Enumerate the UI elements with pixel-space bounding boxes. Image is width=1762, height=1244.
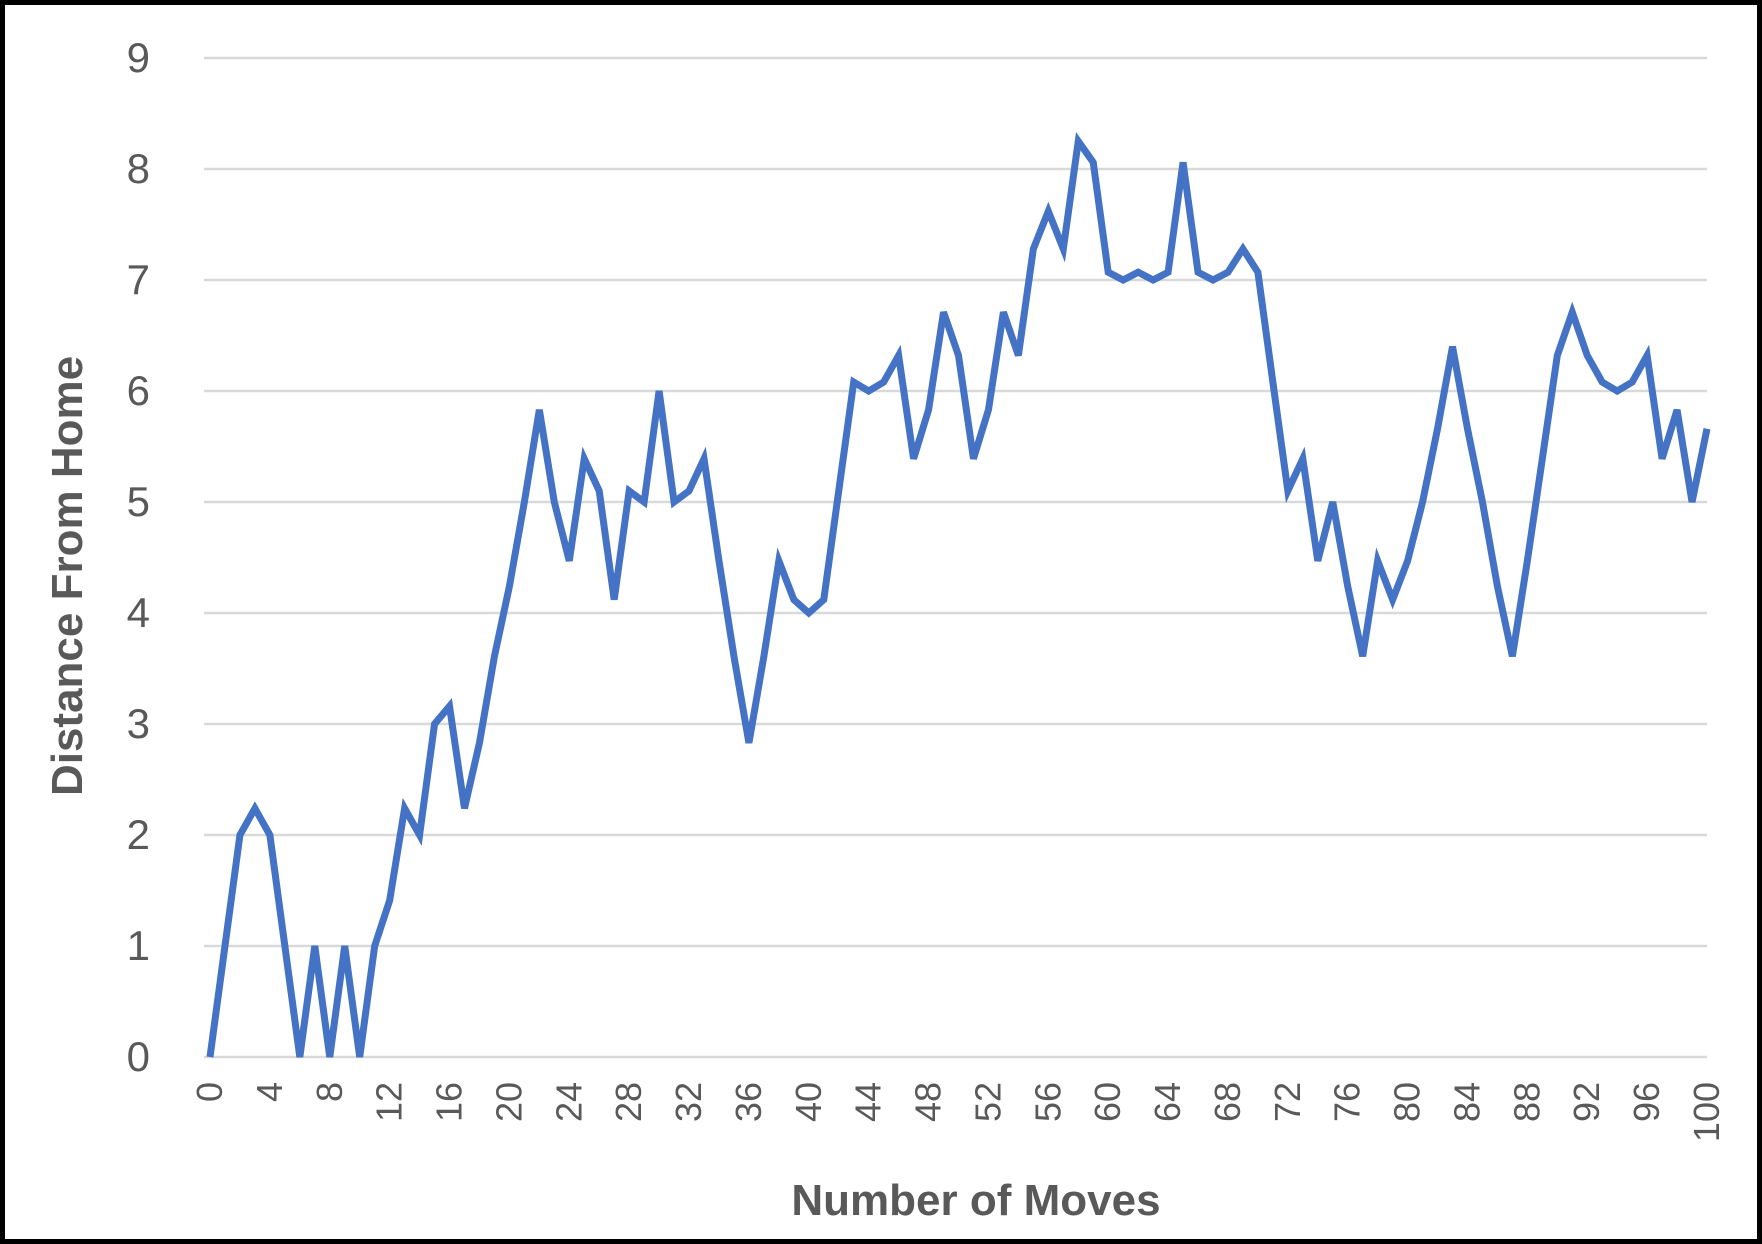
- x-tick-label: 28: [608, 1082, 649, 1122]
- y-tick-label: 1: [127, 922, 150, 969]
- x-axis-title: Number of Moves: [791, 1176, 1160, 1225]
- y-tick-label: 6: [127, 367, 150, 414]
- series-layer: [206, 132, 1711, 1058]
- y-tick-label: 7: [127, 256, 150, 303]
- x-tick-label: 20: [488, 1082, 529, 1122]
- y-tick-label: 9: [127, 34, 150, 81]
- x-tick-label: 56: [1027, 1082, 1068, 1122]
- x-tick-label: 72: [1267, 1082, 1308, 1122]
- y-tick-label: 8: [127, 145, 150, 192]
- x-tick-label: 48: [908, 1082, 949, 1122]
- x-tick-label: 68: [1207, 1082, 1248, 1122]
- x-tick-label: 44: [848, 1082, 889, 1122]
- y-axis-tick-labels: 0 1 2 3 4 5 6 7 8 9: [127, 34, 150, 1080]
- x-tick-label: 4: [249, 1082, 290, 1102]
- x-tick-label: 60: [1087, 1082, 1128, 1122]
- x-tick-label: 96: [1626, 1082, 1667, 1122]
- y-tick-label: 4: [127, 589, 150, 636]
- x-tick-label: 36: [728, 1082, 769, 1122]
- x-tick-label: 12: [369, 1082, 410, 1122]
- x-tick-label: 92: [1566, 1082, 1607, 1122]
- x-tick-label: 8: [309, 1082, 350, 1102]
- x-tick-label: 40: [788, 1082, 829, 1122]
- x-tick-label: 0: [189, 1082, 230, 1102]
- x-tick-label: 84: [1446, 1082, 1487, 1122]
- x-tick-label: 32: [668, 1082, 709, 1122]
- x-tick-label: 100: [1686, 1082, 1727, 1142]
- x-tick-label: 88: [1506, 1082, 1547, 1122]
- x-tick-label: 52: [967, 1082, 1008, 1122]
- x-tick-label: 80: [1387, 1082, 1428, 1122]
- gridlines: [204, 56, 1707, 1059]
- y-tick-label: 3: [127, 700, 150, 747]
- y-tick-label: 0: [127, 1033, 150, 1080]
- y-tick-label: 2: [127, 811, 150, 858]
- x-tick-label: 64: [1147, 1082, 1188, 1122]
- x-tick-label: 24: [548, 1082, 589, 1122]
- y-tick-label: 5: [127, 478, 150, 525]
- x-axis-tick-labels: 0 4 8 12 16 20 24 28 32 36 40 44 48 52 56 60 64 68 72 76 80 8…: [189, 1082, 1727, 1142]
- series-line-0: [206, 132, 1711, 1058]
- x-tick-label: 16: [429, 1082, 470, 1122]
- y-axis-title: Distance From Home: [43, 356, 92, 796]
- x-tick-label: 76: [1327, 1082, 1368, 1122]
